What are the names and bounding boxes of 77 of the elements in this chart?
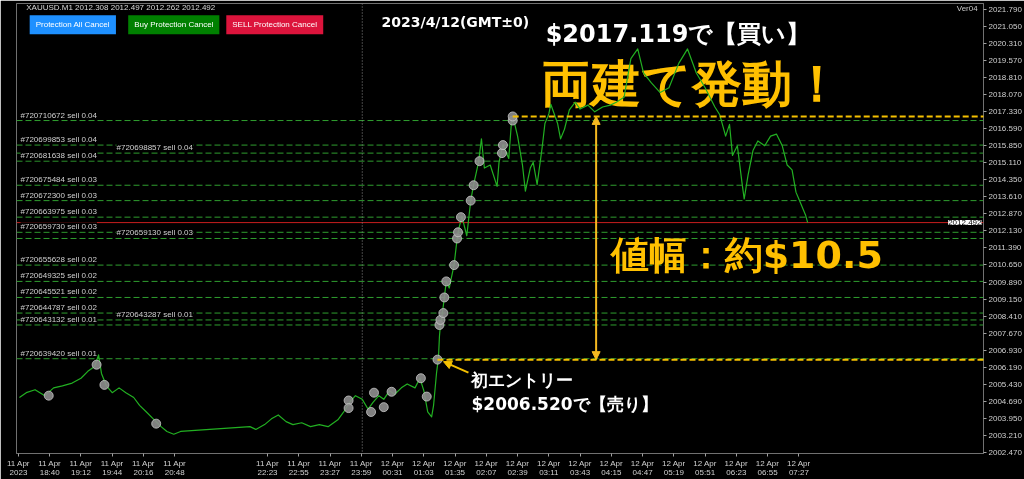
annotation: Ver04 [956, 4, 979, 14]
x-tick-label: 11 Apr 2023 [6, 458, 30, 477]
y-tick-label: 2010.650 [988, 260, 1023, 270]
y-tick-label: 2007.670 [988, 328, 1023, 338]
ref-line-label: #720645521 sell 0.02 [20, 287, 98, 297]
annotation: 初エントリー $2006.520で【売り】 [470, 369, 658, 414]
x-tick-label: 11 Apr 20:16 [131, 458, 155, 477]
ref-line-label: #720655628 sell 0.02 [20, 255, 98, 265]
ref-line-label: #720672300 sell 0.03 [20, 190, 98, 200]
y-tick-label: 2009.890 [988, 277, 1023, 287]
y-tick-label: 2003.950 [988, 414, 1023, 424]
y-tick-label: 2012.870 [988, 209, 1023, 219]
y-tick-label: 2021.790 [988, 4, 1023, 14]
x-tick-label: 12 Apr 04:15 [599, 458, 624, 477]
ref-line-label: #720639420 sell 0.01 [20, 348, 98, 358]
x-tick-label: 12 Apr 04:47 [630, 458, 655, 477]
chart-title: XAUUSD.M1 2012.308 2012.497 2012.262 2012.492 [26, 2, 216, 12]
annotation: 値幅：約$10.5 [608, 232, 883, 277]
annotation: 2023/4/12(GMT±0) [381, 14, 530, 31]
ref-line-label: #720643132 sell 0.01 [20, 314, 98, 324]
ref-line-label: #720649325 sell 0.02 [20, 271, 98, 281]
y-tick-label: 2013.610 [988, 192, 1023, 202]
y-tick-label: 2014.350 [988, 175, 1023, 185]
x-tick-label: 11 Apr 22:23 [256, 458, 279, 477]
y-tick-label: 2019.570 [988, 55, 1023, 65]
x-tick-label: 12 Apr 06:23 [724, 458, 749, 477]
y-tick-label: 2008.410 [988, 311, 1023, 321]
y-tick-label: 2016.590 [988, 124, 1023, 134]
x-tick-label: 12 Apr 06:55 [755, 458, 780, 477]
ref-line-label: #720643287 sell 0.01 [116, 309, 194, 319]
x-tick-label: 12 Apr 00:31 [380, 458, 405, 477]
ref-line-label: #720675484 sell 0.03 [20, 175, 98, 185]
x-tick-label: 11 Apr 18:40 [38, 458, 62, 477]
ref-line-label: #720699853 sell 0.04 [20, 135, 98, 145]
x-tick-label: 12 Apr 03:43 [568, 458, 592, 477]
ref-line-label: #720644787 sell 0.02 [20, 303, 98, 313]
y-tick-label: 2005.430 [988, 380, 1023, 390]
y-tick-label: 2012.130 [988, 226, 1023, 236]
annotation: SELL Protection Cancel [232, 20, 318, 30]
y-tick-label: 2009.150 [988, 294, 1023, 304]
y-tick-label: 2006.190 [988, 362, 1023, 372]
y-tick-label: 2004.690 [988, 397, 1023, 407]
x-tick-label: 12 Apr 05:51 [693, 458, 717, 477]
x-tick-label: 12 Apr 05:19 [662, 458, 686, 477]
ref-line-label: #720663975 sell 0.03 [20, 207, 98, 217]
x-tick-label: 11 Apr 19:44 [100, 458, 124, 477]
y-tick-label: 2015.110 [988, 158, 1022, 168]
annotation: $2017.119で【買い】 [545, 19, 811, 48]
ref-line-label: #720659130 sell 0.03 [116, 228, 194, 238]
y-tick-label: 2003.210 [988, 431, 1023, 441]
y-tick-label: 2017.330 [988, 107, 1023, 117]
ref-line-label: #720681638 sell 0.04 [20, 151, 98, 161]
x-tick-label: 12 Apr 01:03 [412, 458, 436, 477]
ref-line-label: #720659730 sell 0.03 [20, 222, 98, 232]
y-tick-label: 2018.070 [988, 90, 1023, 100]
x-tick-label: 12 Apr 03:11 [537, 458, 561, 477]
x-tick-label: 12 Apr 02:39 [505, 458, 530, 477]
x-tick-label: 11 Apr 20:48 [163, 458, 187, 477]
x-tick-label: 12 Apr 01:35 [443, 458, 467, 477]
y-tick-label: 2011.390 [988, 243, 1022, 253]
ref-line-label: #720698857 sell 0.04 [116, 143, 194, 153]
y-tick-label: 2018.810 [988, 73, 1023, 83]
x-tick-label: 12 Apr 07:27 [787, 458, 811, 477]
x-tick-label: 12 Apr 02:07 [474, 458, 498, 477]
y-tick-label: 2020.310 [988, 38, 1023, 48]
y-tick-label: 2006.930 [988, 345, 1023, 355]
annotation: Buy Protection Cancel [134, 20, 214, 30]
ref-line-label: #720710672 sell 0.04 [20, 110, 98, 120]
y-tick-label: 2002.470 [988, 448, 1023, 458]
y-tick-label: 2021.050 [988, 21, 1023, 31]
x-tick-label: 11 Apr 22:55 [287, 458, 311, 477]
x-tick-label: 11 Apr 23:27 [318, 458, 342, 477]
y-tick-label: 2015.850 [988, 141, 1023, 151]
ref-line-label: 2012.492 [948, 218, 983, 228]
x-tick-label: 11 Apr 23:59 [349, 458, 373, 477]
annotation: Protection All Cancel [35, 20, 110, 30]
x-tick-label: 11 Apr 19:12 [69, 458, 93, 477]
